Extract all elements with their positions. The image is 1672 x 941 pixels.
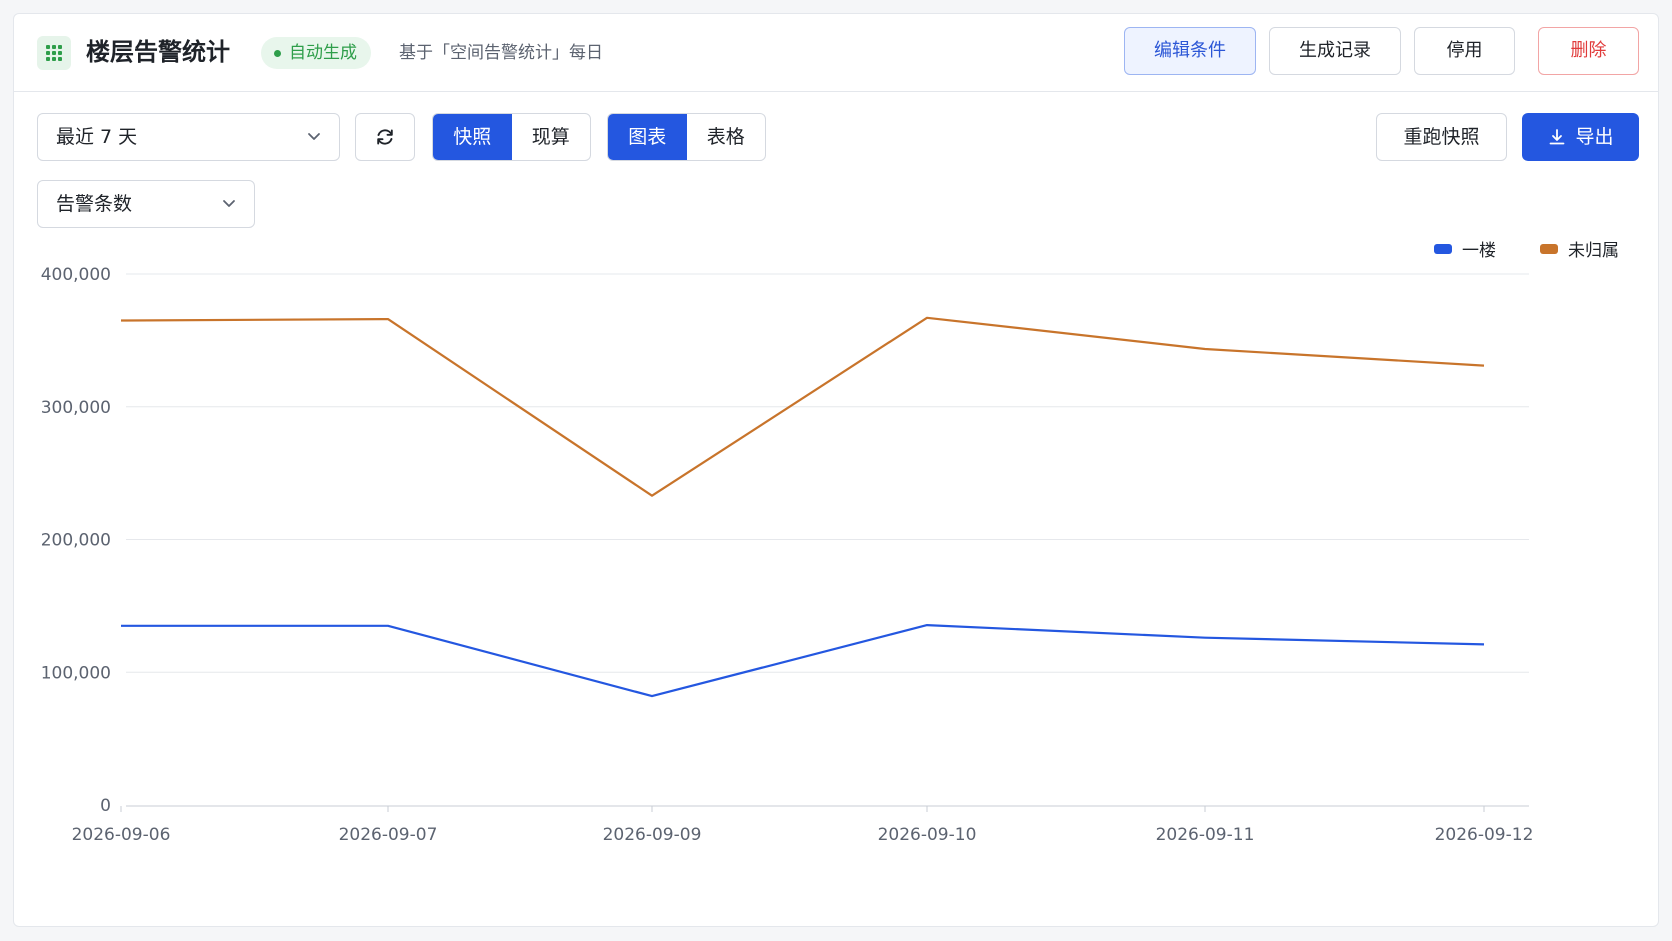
y-tick-label: 200,000 — [41, 531, 111, 551]
x-tick-label: 2026-09-10 — [878, 825, 977, 845]
series-line-1 — [121, 623, 1485, 698]
page-title: 楼层告警统计 — [86, 38, 230, 66]
y-tick-label: 300,000 — [41, 398, 111, 418]
view-chart-tab[interactable]: 图表 — [608, 114, 687, 160]
view-toggle: 图表 表格 — [607, 113, 766, 161]
y-tick-label: 400,000 — [41, 265, 111, 285]
mode-live-tab[interactable]: 现算 — [531, 126, 570, 148]
legend-item-series-2[interactable]: 未归属 — [1540, 239, 1619, 263]
legend-swatch — [1540, 244, 1558, 254]
report-source-text: 基于「空间告警统计」每日 — [399, 43, 603, 63]
refresh-button[interactable] — [355, 113, 415, 161]
mode-snapshot-tab[interactable]: 快照 — [433, 114, 512, 160]
export-label: 导出 — [1575, 126, 1614, 148]
edit-conditions-button[interactable]: 编辑条件 — [1124, 27, 1256, 75]
rerun-snapshot-button[interactable]: 重跑快照 — [1376, 113, 1507, 161]
line-chart: 0 100,000 200,000 300,000 400,000 2026-09-06 2… — [41, 265, 1534, 845]
refresh-icon — [377, 129, 393, 145]
delete-button[interactable]: 删除 — [1538, 27, 1639, 75]
legend-label: 一楼 — [1462, 241, 1496, 261]
legend-item-series-1[interactable]: 一楼 — [1434, 239, 1496, 263]
metric-select[interactable]: 告警条数 — [37, 180, 255, 228]
download-icon — [1550, 129, 1565, 145]
chevron-down-icon — [308, 133, 320, 140]
x-tick-label: 2026-09-07 — [339, 825, 438, 845]
report-card: 楼层告警统计 自动生成 基于「空间告警统计」每日 编辑条件 生成记录 停用 删除… — [13, 13, 1659, 927]
date-range-select[interactable]: 最近 7 天 — [37, 113, 340, 161]
x-tick-label: 2026-09-09 — [603, 825, 702, 845]
report-header: 楼层告警统计 自动生成 基于「空间告警统计」每日 编辑条件 生成记录 停用 删除 — [14, 14, 1658, 92]
x-tick-label: 2026-09-12 — [1435, 825, 1534, 845]
disable-button[interactable]: 停用 — [1414, 27, 1515, 75]
series-line-2 — [120, 316, 1485, 497]
x-tick-label: 2026-09-06 — [72, 825, 171, 845]
y-tick-label: 0 — [100, 796, 111, 816]
grid-app-icon — [37, 36, 71, 70]
date-range-value: 最近 7 天 — [56, 126, 138, 148]
legend-swatch — [1434, 244, 1452, 254]
data-mode-toggle: 快照 现算 — [432, 113, 591, 161]
y-tick-label: 100,000 — [41, 663, 111, 683]
status-badge: 自动生成 — [261, 37, 371, 69]
export-button[interactable]: 导出 — [1522, 113, 1639, 161]
legend-label: 未归属 — [1568, 241, 1619, 261]
metric-value: 告警条数 — [56, 193, 133, 215]
generation-history-button[interactable]: 生成记录 — [1269, 27, 1401, 75]
x-tick-label: 2026-09-11 — [1156, 825, 1255, 845]
view-table-tab[interactable]: 表格 — [706, 126, 745, 148]
chevron-down-icon — [223, 200, 235, 207]
